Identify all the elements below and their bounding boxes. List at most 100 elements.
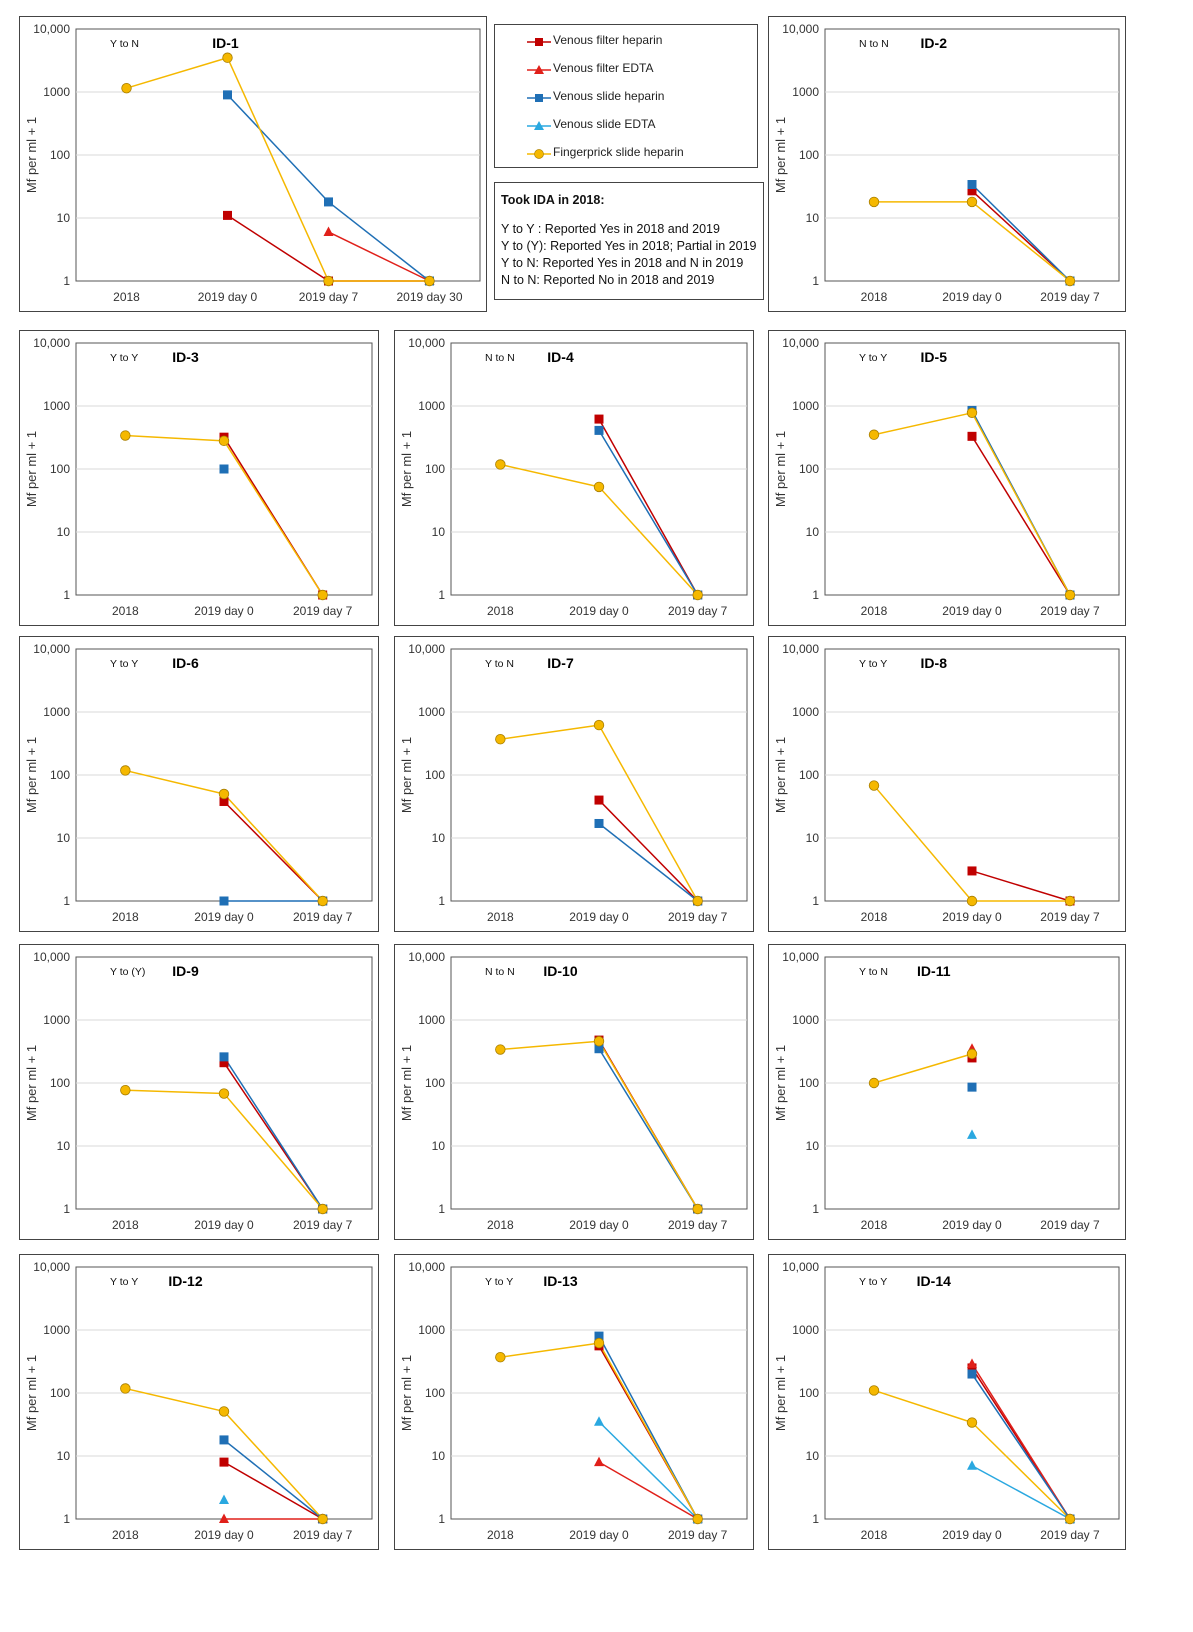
y-tick-label: 10: [432, 525, 446, 539]
y-tick-label: 100: [425, 462, 445, 476]
x-tick-label: 2018: [861, 1218, 888, 1232]
data-point-vfh: [219, 1058, 229, 1068]
data-point-vfh: [219, 1457, 229, 1467]
chart-svg: 1 10 100 1000 10,000 Mf per ml + 1 2018 2019 da…: [773, 950, 1120, 1232]
data-point-fsh: [120, 430, 131, 441]
y-tick-label: 10,000: [782, 950, 819, 964]
y-tick-label: 1000: [792, 1323, 819, 1337]
series-line-vsh: [223, 1056, 324, 1210]
chart-panel-id-12: 1 10 100 1000 10,000 Mf per ml + 1 2018 2019 da…: [19, 1254, 379, 1550]
triangle-marker-icon: [527, 65, 551, 74]
data-point-fsh: [121, 82, 132, 94]
y-tick-label: 1: [438, 894, 445, 908]
data-point-fsh: [495, 1044, 506, 1055]
chart-panel-id-1: 1 10 100 1000 10,000 Mf per ml + 1 2018 2019 da…: [19, 16, 487, 312]
chart-svg: 1 10 100 1000 10,000 Mf per ml + 1 2018 2019 da…: [399, 336, 748, 618]
y-axis-label: Mf per ml + 1: [24, 117, 39, 193]
data-point-fsh: [317, 895, 328, 907]
panel-title: ID-1: [212, 35, 239, 51]
y-tick-label: 10,000: [782, 336, 819, 350]
data-point-vsh: [219, 464, 229, 474]
series-line-vse: [971, 1465, 1071, 1520]
y-tick-label: 10: [432, 1449, 446, 1463]
chart-panel-id-2: 1 10 100 1000 10,000 Mf per ml + 1 2018 2019 da…: [768, 16, 1126, 312]
panel-status: Y to N: [485, 658, 514, 670]
y-tick-label: 10,000: [782, 642, 819, 656]
x-tick-label: 2018: [861, 910, 888, 924]
data-point-vsh: [967, 1369, 977, 1379]
y-tick-label: 100: [425, 1386, 445, 1400]
y-tick-label: 100: [799, 148, 819, 162]
x-tick-label: 2019 day 0: [569, 1218, 629, 1232]
chart-svg: 1 10 100 1000 10,000 Mf per ml + 1 2018 2019 da…: [399, 642, 748, 924]
data-point-vsh: [594, 1044, 604, 1054]
chart-panel-id-14: 1 10 100 1000 10,000 Mf per ml + 1 2018 2019 da…: [768, 1254, 1126, 1550]
series-line-vsh: [223, 1439, 324, 1520]
y-tick-label: 100: [50, 1076, 70, 1090]
data-point-fsh: [1064, 895, 1076, 907]
data-point-fsh: [692, 589, 703, 601]
key-line: Y to N: Reported Yes in 2018 and N in 20…: [501, 256, 744, 270]
y-tick-label: 10: [57, 831, 71, 845]
panel-status: Y to (Y): [110, 966, 145, 978]
data-point-vsh: [223, 90, 232, 100]
data-point-vfh: [594, 795, 604, 805]
y-tick-label: 10,000: [408, 950, 445, 964]
y-tick-label: 1: [812, 894, 819, 908]
panel-status: Y to Y: [859, 658, 887, 670]
square-marker-icon: [527, 94, 551, 102]
panel-status: Y to N: [859, 966, 888, 978]
chart-svg: 1 10 100 1000 10,000 Mf per ml + 1 2018 2019 da…: [24, 950, 373, 1232]
data-point-fsh: [966, 1048, 978, 1060]
data-point-fsh: [317, 589, 328, 601]
chart-svg: 1 10 100 1000 10,000 Mf per ml + 1 2018 2019 da…: [773, 1260, 1120, 1542]
legend-label: Fingerprick slide heparin: [553, 145, 684, 159]
y-tick-label: 10,000: [33, 336, 70, 350]
series-line-fsh: [873, 1053, 973, 1084]
panel-status: N to N: [859, 38, 889, 50]
x-tick-label: 2019 day 7: [668, 910, 728, 924]
x-tick-label: 2019 day 7: [668, 604, 728, 618]
series-line-vfh: [971, 435, 1071, 596]
x-tick-label: 2018: [861, 604, 888, 618]
y-tick-label: 1: [812, 1512, 819, 1526]
series-line-fsh: [125, 1089, 225, 1095]
y-axis-label: Mf per ml + 1: [773, 431, 788, 507]
y-tick-label: 10,000: [782, 1260, 819, 1274]
chart-panel-id-3: 1 10 100 1000 10,000 Mf per ml + 1 2018 2019 da…: [19, 330, 379, 626]
y-tick-label: 10: [806, 211, 820, 225]
legend-label: Venous filter heparin: [553, 33, 663, 47]
x-tick-label: 2018: [112, 1528, 139, 1542]
y-tick-label: 100: [799, 768, 819, 782]
x-tick-label: 2019 day 7: [293, 910, 353, 924]
legend-item-venous-slide-heparin: Venous slide heparin: [527, 89, 664, 107]
x-tick-label: 2019 day 0: [194, 1218, 254, 1232]
data-point-fsh: [424, 275, 435, 287]
y-tick-label: 10: [806, 525, 820, 539]
data-point-fsh: [966, 1417, 978, 1428]
x-tick-label: 2019 day 7: [668, 1218, 728, 1232]
panel-status: Y to Y: [859, 352, 887, 364]
key-line: Y to (Y): Reported Yes in 2018; Partial …: [501, 239, 757, 253]
series-line-fsh: [598, 486, 699, 596]
data-point-fsh: [868, 780, 880, 791]
y-tick-label: 1000: [418, 1323, 445, 1337]
data-point-vsh: [594, 1331, 604, 1341]
data-point-vsh: [219, 896, 229, 906]
data-point-fsh: [495, 734, 506, 745]
y-axis-label: Mf per ml + 1: [24, 737, 39, 813]
data-point-fsh: [692, 895, 703, 907]
y-tick-label: 10: [432, 831, 446, 845]
data-point-vsh: [219, 1052, 229, 1062]
square-marker-icon: [527, 38, 551, 46]
x-tick-label: 2018: [112, 604, 139, 618]
y-tick-label: 1: [812, 588, 819, 602]
data-point-vsh: [324, 197, 333, 207]
series-line-fsh: [500, 463, 600, 488]
panel-title: ID-12: [168, 1273, 202, 1289]
series-line-vfh: [223, 800, 324, 902]
y-tick-label: 10,000: [33, 22, 70, 36]
data-point-vfh: [219, 796, 229, 806]
y-tick-label: 1000: [792, 1013, 819, 1027]
panel-status: Y to Y: [110, 352, 138, 364]
